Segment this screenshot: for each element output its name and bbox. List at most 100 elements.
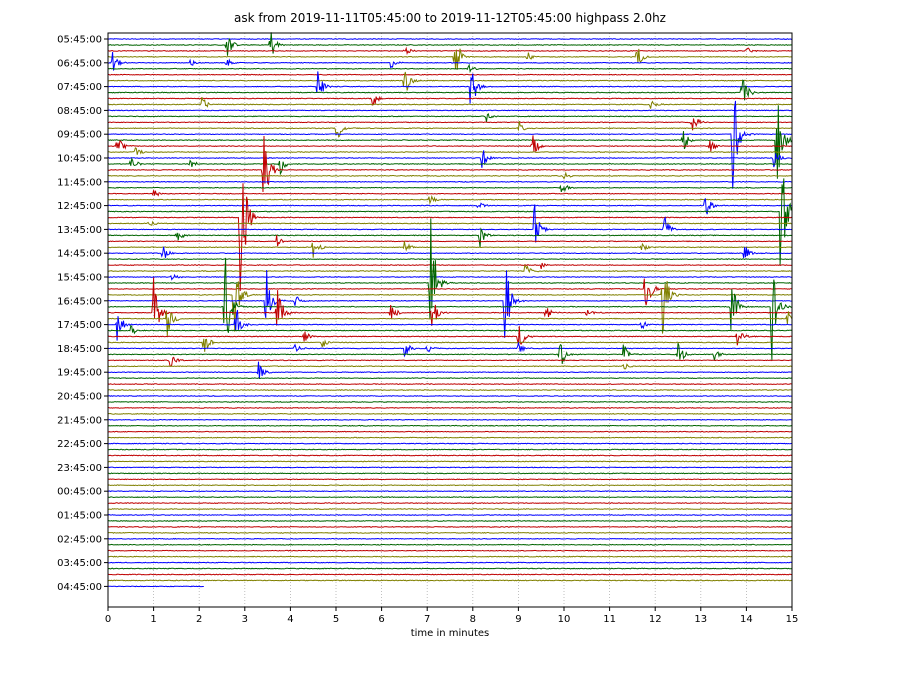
x-tick-label: 10 (558, 614, 571, 625)
x-axis-label: time in minutes (411, 628, 490, 639)
y-tick-label: 17:45:00 (57, 320, 102, 331)
seismic-trace (107, 227, 793, 248)
seismic-trace (107, 490, 792, 493)
x-tick-label: 14 (740, 614, 753, 625)
seismic-trace (107, 183, 793, 292)
seismic-trace (107, 105, 793, 179)
x-tick-label: 1 (150, 614, 156, 625)
seismic-trace (107, 95, 793, 106)
seismic-trace (107, 73, 793, 76)
seismic-trace (107, 508, 793, 511)
seismic-trace (107, 460, 793, 463)
seismic-trace (107, 71, 793, 91)
seismic-trace (107, 198, 793, 215)
y-axis: 05:45:00 06:45:00 07:45:00 08:45:00 09:45:00… (57, 35, 108, 593)
x-tick-label: 9 (515, 614, 521, 625)
x-tick-label: 5 (333, 614, 339, 625)
seismic-trace (107, 525, 793, 528)
seismic-trace (107, 377, 793, 380)
y-tick-label: 02:45:00 (57, 534, 102, 545)
seismic-trace (107, 109, 793, 112)
seismic-trace (107, 190, 793, 197)
seismic-trace (107, 496, 793, 499)
x-tick-label: 4 (287, 614, 293, 625)
seismic-trace (107, 38, 793, 40)
seismic-trace (107, 121, 793, 138)
y-tick-label: 05:45:00 (57, 35, 102, 46)
seismic-trace (107, 383, 793, 386)
plot-frame (107, 32, 793, 608)
seismic-trace (107, 531, 793, 534)
y-tick-label: 06:45:00 (57, 58, 102, 69)
seismic-trace (107, 356, 792, 367)
seismic-trace (107, 395, 792, 397)
y-tick-label: 19:45:00 (57, 368, 102, 379)
seismic-trace (108, 407, 793, 409)
seismic-trace (107, 311, 793, 337)
seismic-trace (107, 96, 793, 109)
seismic-trace (107, 567, 793, 570)
seismic-trace (107, 448, 793, 451)
seismic-trace (107, 555, 793, 558)
seismic-trace (107, 264, 793, 274)
seismic-trace (107, 241, 793, 258)
y-tick-label: 00:45:00 (57, 487, 102, 498)
seismic-trace (107, 573, 793, 576)
seismic-trace (107, 309, 793, 341)
x-tick-label: 15 (786, 614, 799, 625)
x-tick-label: 11 (603, 614, 616, 625)
y-tick-label: 03:45:00 (57, 558, 102, 569)
x-tick-label: 8 (470, 614, 476, 625)
seismic-trace (107, 543, 792, 546)
y-tick-label: 22:45:00 (57, 439, 102, 450)
seismic-trace (107, 326, 793, 346)
seismic-trace (107, 262, 793, 270)
seismic-trace (108, 135, 792, 193)
seismic-trace (108, 342, 793, 364)
chart-title: ask from 2019-11-11T05:45:00 to 2019-11-… (234, 11, 666, 25)
seismic-trace (107, 549, 793, 552)
seismic-trace (107, 257, 793, 361)
seismic-trace (107, 466, 793, 469)
seismic-trace (107, 51, 793, 71)
seismic-trace (107, 135, 793, 152)
y-tick-label: 07:45:00 (57, 82, 102, 93)
seismic-trace (107, 46, 793, 56)
seismic-trace (107, 273, 793, 281)
seismic-trace (107, 112, 793, 122)
y-tick-label: 08:45:00 (57, 106, 102, 117)
seismic-trace (107, 278, 793, 306)
seismic-trace (107, 454, 793, 457)
seismic-trace (107, 519, 793, 522)
x-tick-label: 0 (105, 614, 111, 625)
seismic-trace (107, 32, 793, 56)
seismic-trace (107, 472, 793, 475)
y-tick-label: 14:45:00 (57, 249, 102, 260)
seismic-trace (107, 389, 793, 392)
seismic-trace (107, 436, 793, 439)
y-tick-label: 21:45:00 (57, 415, 102, 426)
seismic-trace (107, 363, 793, 370)
seismic-trace (107, 361, 793, 380)
seismic-trace (107, 150, 793, 168)
seismic-trace (107, 157, 793, 176)
seismic-trace (107, 63, 793, 74)
seismic-trace (107, 280, 793, 334)
seismic-trace (108, 147, 793, 155)
seismic-trace (107, 171, 793, 180)
x-tick-label: 7 (424, 614, 430, 625)
seismic-trace (107, 401, 793, 403)
seismic-trace (107, 579, 793, 582)
seismic-trace (107, 537, 793, 540)
seismic-trace (107, 218, 793, 320)
seismic-trace (108, 430, 793, 433)
seismic-trace (107, 178, 793, 265)
seismic-trace (107, 71, 793, 104)
trace-group (107, 32, 793, 588)
seismic-trace (107, 184, 793, 193)
seismic-trace (107, 194, 793, 206)
x-axis: 0 1 2 3 4 5 6 7 8 9 10 11 12 13 14 15 (105, 607, 799, 625)
y-tick-label: 11:45:00 (57, 177, 102, 188)
y-tick-label: 20:45:00 (57, 392, 102, 403)
seismic-trace (107, 424, 793, 427)
